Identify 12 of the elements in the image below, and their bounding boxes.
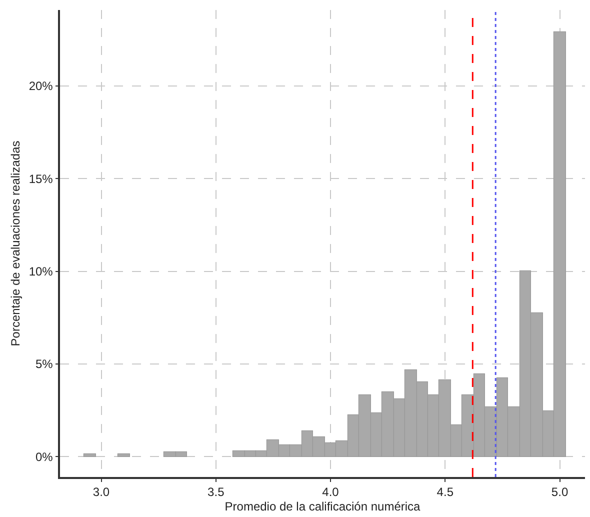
y-tick-label: 10% <box>28 264 54 278</box>
y-tick-label: 5% <box>36 357 54 372</box>
x-tick-label: 3.5 <box>208 485 225 500</box>
y-tick-label: 0% <box>36 450 54 464</box>
x-tick-label: 4.0 <box>322 485 340 500</box>
y-tick-label: 15% <box>28 172 54 186</box>
y-tick-label: 20% <box>28 79 54 94</box>
x-axis-title: Promedio de la calificación numérica <box>224 500 421 514</box>
x-tick-label: 3.0 <box>92 485 110 500</box>
x-tick-label: 4.5 <box>436 485 454 500</box>
y-axis-title: Porcentaje de evaluaciones realizadas <box>8 140 23 346</box>
x-tick-label: 5.0 <box>551 485 568 500</box>
